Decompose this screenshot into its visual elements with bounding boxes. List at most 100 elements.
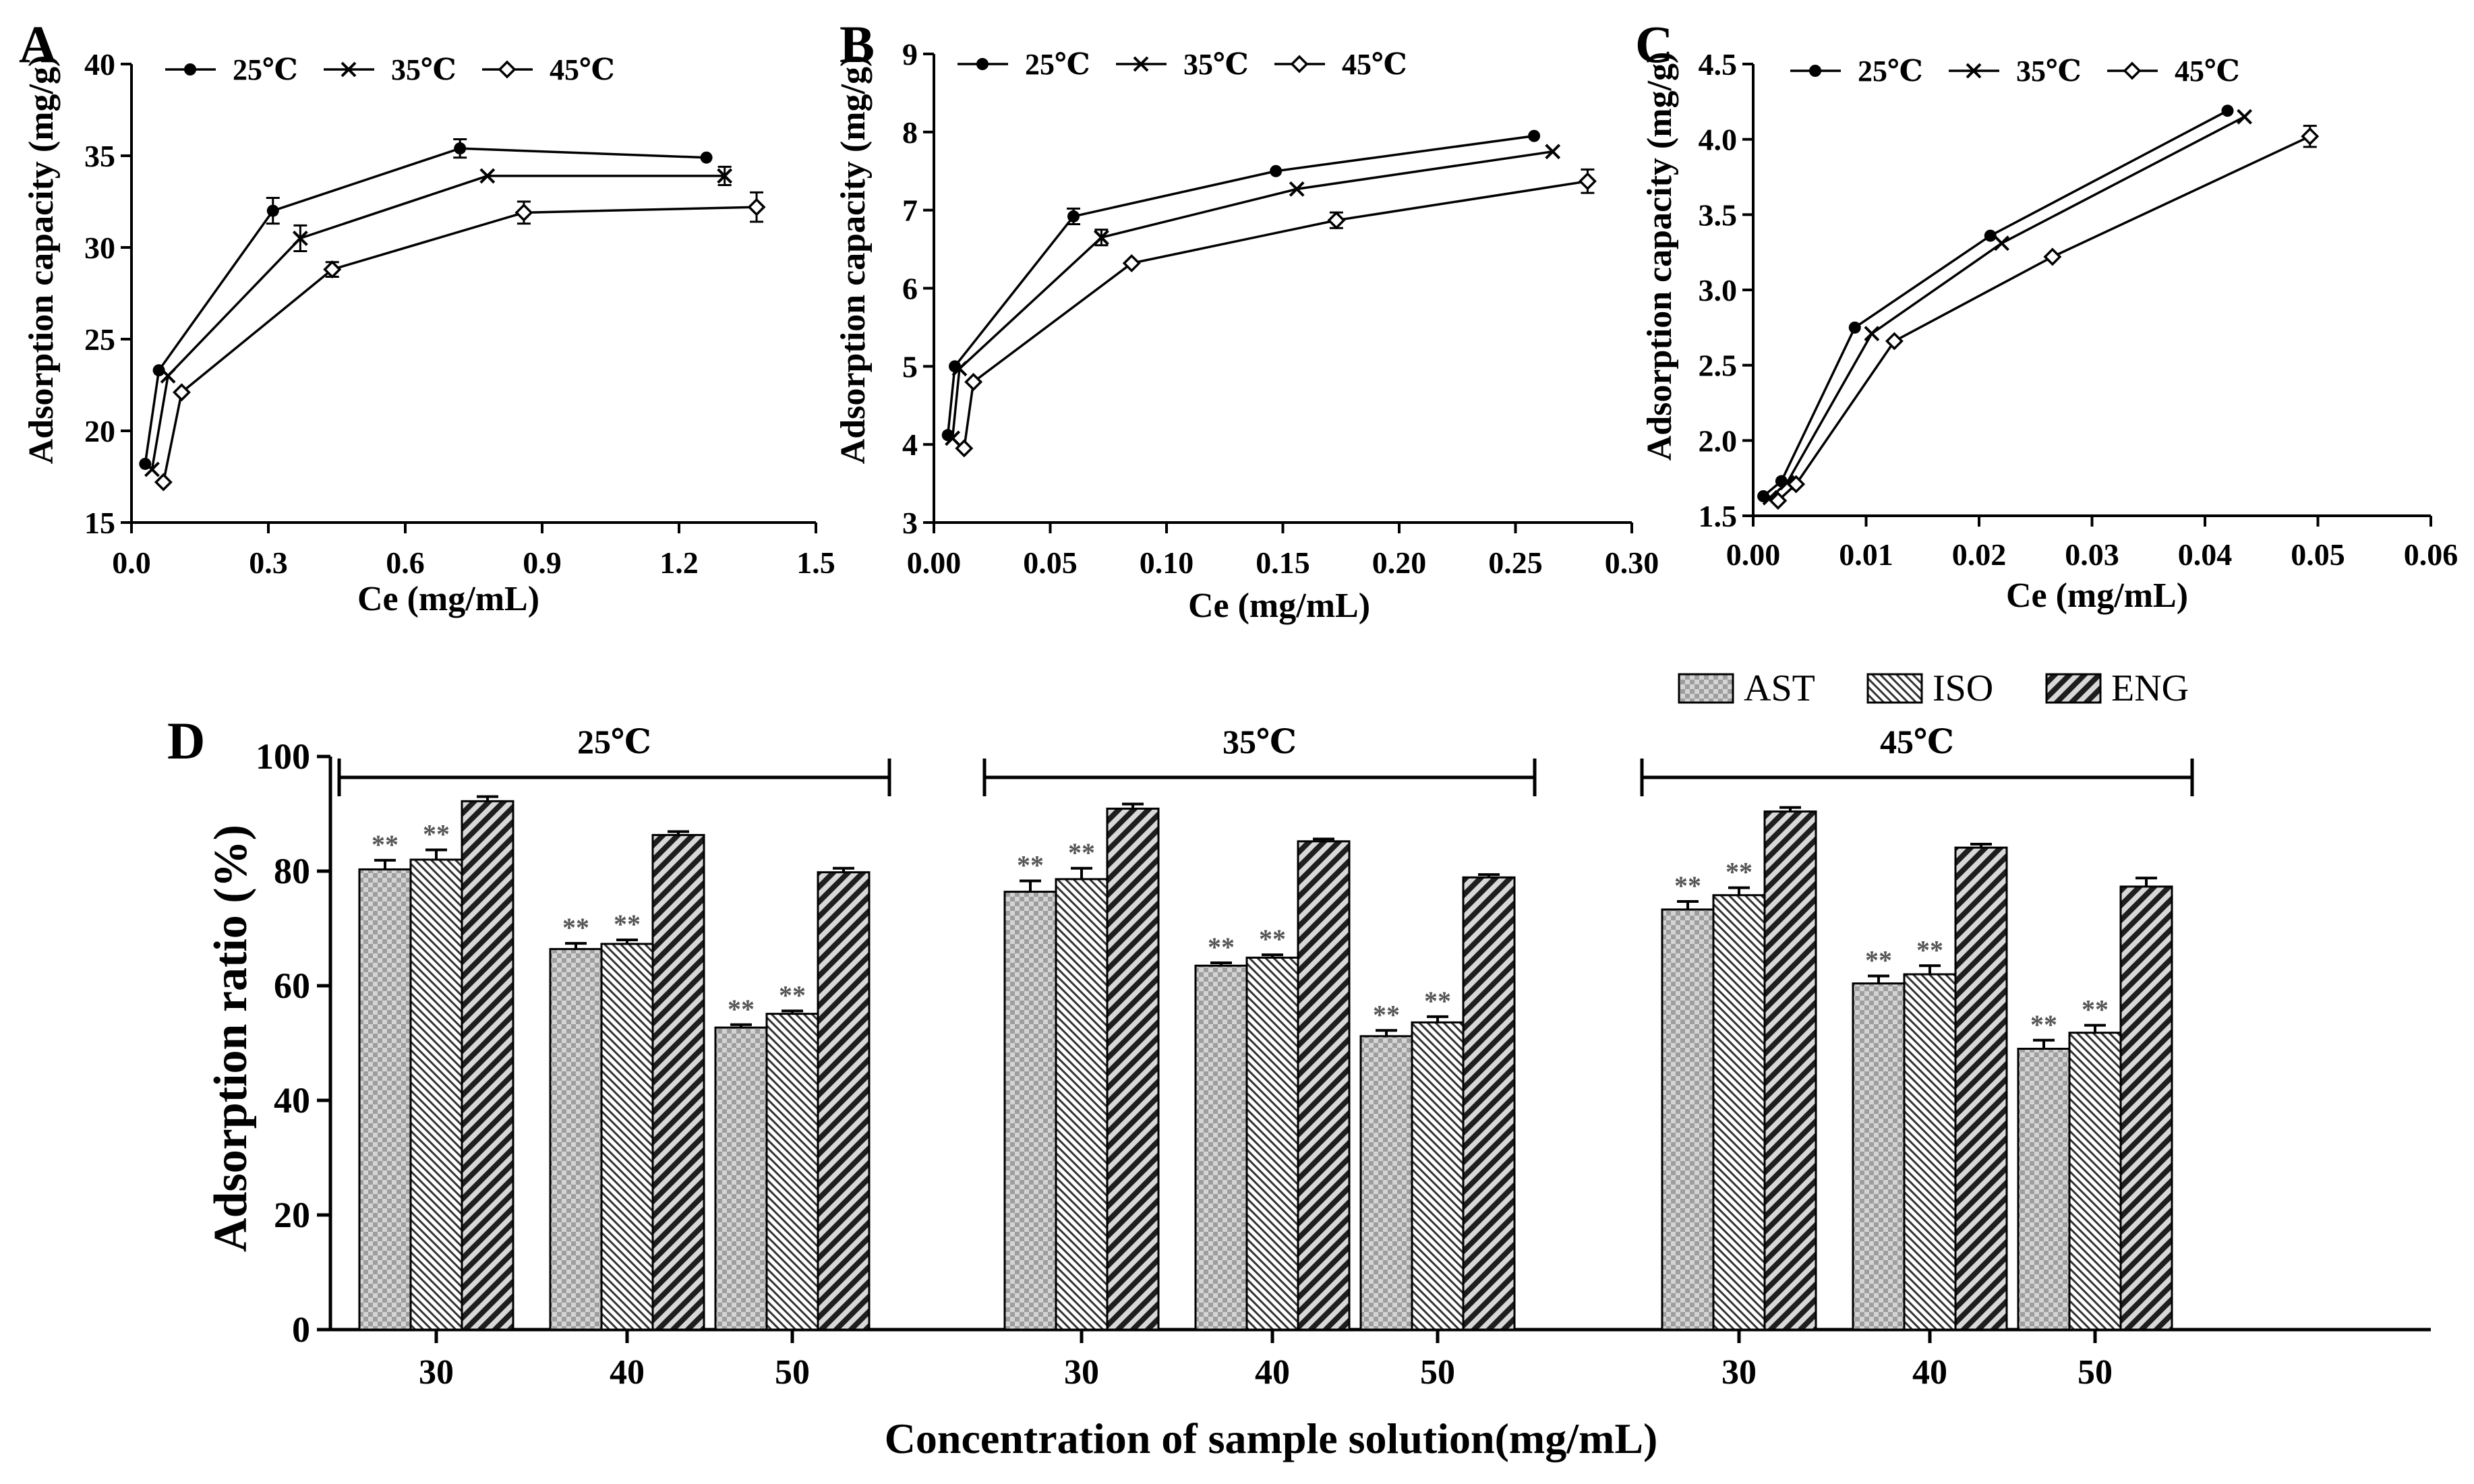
x-tick-label: 0.03 (2065, 537, 2119, 572)
y-tick-label: 60 (274, 966, 310, 1006)
data-point (479, 168, 496, 184)
significance-mark: ** (2082, 995, 2109, 1025)
legend: 25℃ 35℃ 45℃ (1790, 55, 2240, 88)
bar-eng (2119, 885, 2173, 1331)
x-tick-label: 0.3 (249, 545, 288, 580)
y-tick-label: 3.0 (1699, 273, 1738, 307)
panel-letter-d: D (167, 711, 205, 770)
x-tick-label: 0.15 (1256, 545, 1310, 580)
y-tick-label: 20 (274, 1195, 310, 1235)
legend-marker (1966, 63, 1982, 79)
error-bar (1728, 886, 1750, 895)
bar-ast (1359, 1035, 1413, 1331)
bar-iso (2068, 1032, 2122, 1331)
error-bar (1376, 1029, 1397, 1036)
error-bar (2084, 1023, 2106, 1033)
error-bar (616, 939, 638, 944)
panel-d: D Adsorption ratio (%) Concentration of … (167, 667, 2431, 1462)
series-2 (945, 144, 1561, 446)
significance-mark: ** (1865, 945, 1892, 976)
x-axis-label: Ce (mg/mL) (357, 580, 539, 618)
series-3 (1769, 125, 2320, 510)
bar-iso (765, 1013, 819, 1331)
group-label: 45℃ (1880, 723, 1954, 761)
data-point (945, 430, 961, 446)
bar-ast (358, 868, 412, 1331)
bar-ast (2017, 1048, 2071, 1331)
group-bracket (982, 759, 1537, 796)
y-tick-label: 100 (256, 736, 310, 777)
y-tick-label: 2.5 (1699, 349, 1738, 383)
error-bar (668, 830, 689, 835)
data-point (1787, 475, 1806, 494)
bar-iso (1903, 973, 1957, 1331)
y-tick-label: 80 (274, 851, 310, 891)
data-point (152, 364, 165, 377)
x-tick-label: 0.30 (1605, 545, 1659, 580)
group-label: 35℃ (1223, 723, 1297, 761)
legend-label: 45℃ (550, 53, 615, 86)
data-point (1327, 211, 1346, 230)
legend-label: ISO (1933, 667, 1993, 709)
x-tick-label: 50 (1420, 1353, 1455, 1392)
error-bar (2033, 1038, 2055, 1049)
significance-mark: ** (372, 829, 399, 860)
y-tick-label: 6 (902, 272, 918, 306)
y-tick-label: 1.5 (1699, 499, 1738, 533)
x-tick-label: 0.04 (2178, 537, 2233, 572)
bar-eng (461, 800, 514, 1331)
y-tick-label: 4 (902, 427, 918, 462)
error-bar (1313, 837, 1334, 841)
series-1 (139, 138, 713, 470)
bar-eng (817, 871, 871, 1331)
series-line (1769, 115, 2245, 499)
error-bar (1779, 806, 1801, 812)
legend-label: 25℃ (1025, 48, 1090, 81)
bar-ast (714, 1026, 768, 1331)
bar-eng (651, 833, 705, 1331)
x-axis-label: Ce (mg/mL) (1188, 587, 1370, 625)
axes: 1.5 2.0 2.5 3.0 3.5 4.0 4.5 0.00 0.01 0.02 0.03 0.0… (1699, 47, 2458, 572)
error-bar (1427, 1015, 1448, 1023)
x-tick-label: 50 (2078, 1353, 2113, 1392)
legend-label: 25℃ (233, 53, 298, 86)
legend-marker (976, 58, 989, 70)
error-bar (425, 848, 447, 860)
y-tick-label: 4.0 (1699, 123, 1738, 157)
series-line (951, 150, 1553, 439)
y-tick-label: 30 (84, 231, 115, 265)
significance-mark: ** (2030, 1009, 2057, 1040)
x-tick-label: 0.01 (1839, 537, 1893, 572)
axes: 3 4 5 6 7 8 9 0.00 0.05 0.10 0.15 0.20 0.25 0.30 (902, 37, 1659, 580)
error-bar (477, 795, 498, 802)
bar-ast (549, 948, 603, 1331)
significance-mark: ** (1674, 870, 1701, 901)
series-line (963, 180, 1588, 449)
error-bar (2136, 877, 2157, 887)
y-tick-label: 4.5 (1699, 47, 1738, 82)
error-bar (1868, 974, 1889, 984)
bar-iso (1712, 894, 1766, 1331)
series-3 (154, 191, 766, 492)
x-tick-label: 40 (610, 1353, 645, 1392)
y-axis-label: Adsorption ratio (%) (205, 825, 257, 1252)
data-point (154, 473, 173, 492)
y-tick-label: 40 (84, 47, 115, 82)
bar-iso (1411, 1021, 1465, 1331)
data-point (1885, 332, 1904, 351)
error-bar (1970, 843, 1992, 848)
significance-mark: ** (423, 819, 450, 850)
bar-iso (409, 858, 463, 1331)
y-tick-label: 20 (84, 414, 115, 448)
legend-label: ENG (2111, 667, 2189, 709)
error-bar (730, 1023, 752, 1028)
legend-swatch (2045, 673, 2102, 704)
series-line (162, 206, 757, 483)
x-tick-label: 1.2 (659, 545, 699, 580)
significance-mark: ** (1916, 934, 1943, 965)
data-point (172, 383, 191, 402)
legend-marker (1290, 55, 1309, 73)
y-tick-label: 25 (84, 322, 115, 357)
data-point (1067, 210, 1080, 222)
legend: AST ISO ENG (1678, 667, 2189, 709)
